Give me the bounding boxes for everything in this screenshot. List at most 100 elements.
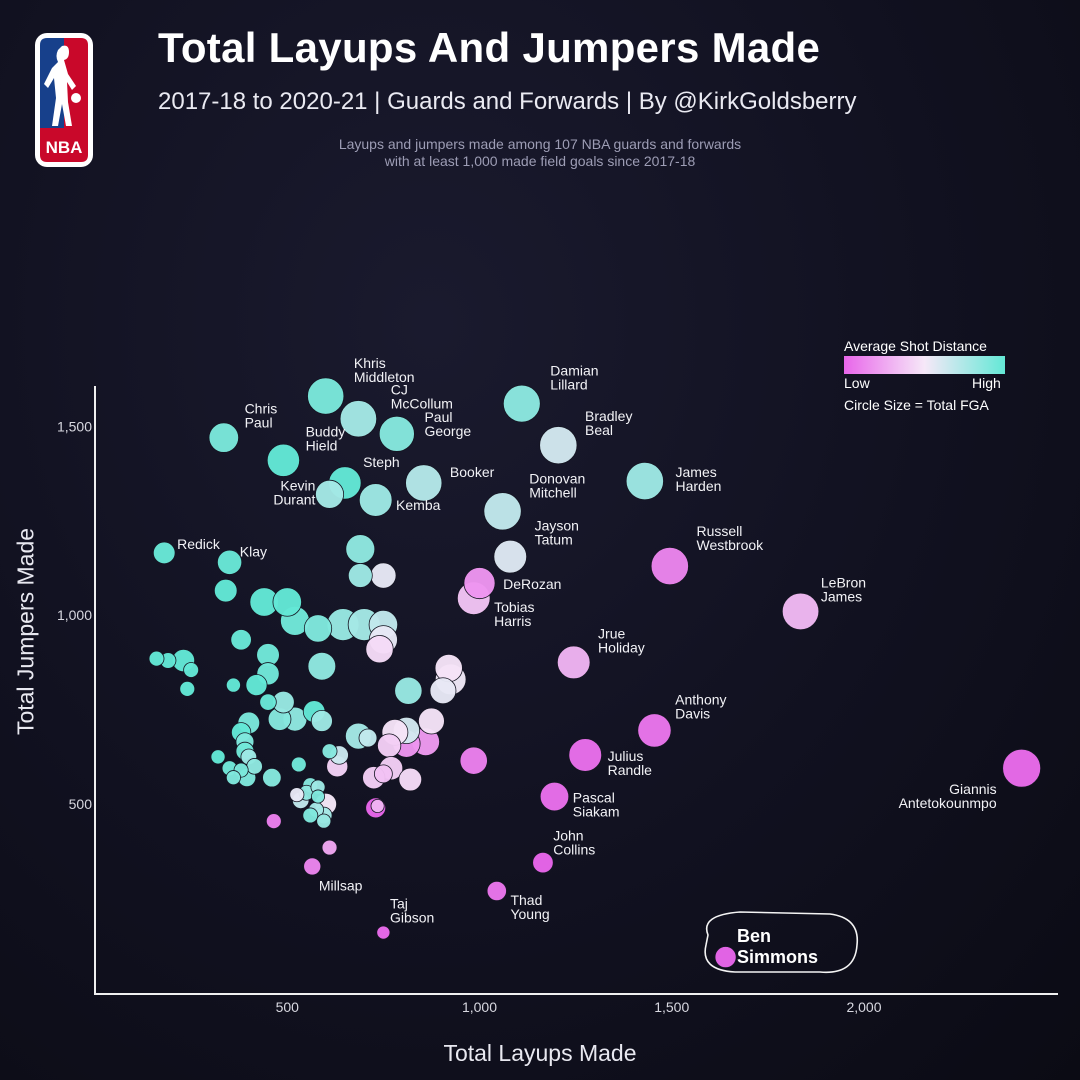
- player-point-donovan-mitchell: [483, 492, 522, 531]
- point-label: LeBron: [821, 574, 866, 590]
- player-point: [321, 839, 338, 856]
- player-point-buddy-hield: [266, 443, 301, 477]
- player-point: [394, 676, 423, 705]
- player-point: [213, 578, 238, 603]
- point-label: Thad: [510, 892, 542, 908]
- player-point-jrue-holiday: [556, 645, 591, 680]
- point-label: Lillard: [550, 377, 587, 393]
- player-point-paul-george: [378, 415, 415, 452]
- point-label: Simmons: [737, 947, 818, 967]
- point-label: James: [821, 588, 862, 604]
- point-label: Paul: [245, 415, 273, 431]
- point-label: Jrue: [598, 625, 625, 641]
- player-point: [370, 562, 397, 589]
- player-point-derozan: [463, 567, 496, 600]
- point-label: DeRozan: [503, 576, 561, 592]
- point-label: Middleton: [354, 369, 415, 385]
- player-point: [210, 749, 226, 765]
- point-label: Booker: [450, 464, 495, 480]
- player-point-klay: [216, 549, 243, 575]
- player-point: [259, 693, 277, 711]
- point-label: Westbrook: [696, 537, 764, 553]
- player-point: [183, 662, 200, 678]
- player-point: [429, 677, 457, 705]
- player-point: [262, 767, 282, 788]
- player-point: [398, 767, 423, 792]
- point-label: Russell: [696, 523, 742, 539]
- player-point: [265, 813, 282, 830]
- player-point-thad-young: [486, 880, 507, 902]
- point-label: Klay: [240, 543, 267, 559]
- x-tick-label: 1,000: [462, 999, 497, 1015]
- player-point: [365, 635, 394, 664]
- player-point-james-harden: [625, 461, 664, 501]
- chart-title: Total Layups And Jumpers Made: [158, 24, 821, 71]
- point-label: Mitchell: [529, 484, 576, 500]
- player-point-pascal-siakam: [539, 781, 570, 812]
- point-label: Randle: [608, 762, 653, 778]
- point-label: Hield: [306, 437, 338, 453]
- player-point: [245, 674, 268, 697]
- player-point: [290, 756, 307, 773]
- player-point-john-collins: [532, 851, 554, 874]
- x-tick-label: 2,000: [846, 999, 881, 1015]
- point-label: Collins: [553, 842, 595, 858]
- point-label: Gibson: [390, 910, 434, 926]
- data-points: [148, 377, 1042, 969]
- point-label: Damian: [550, 363, 598, 379]
- player-point: [307, 651, 337, 681]
- player-point: [459, 746, 488, 775]
- point-label: Antetokounmpo: [899, 795, 997, 811]
- player-point: [179, 680, 196, 697]
- point-label: Ben: [737, 926, 771, 946]
- x-axis-label: Total Layups Made: [443, 1040, 637, 1066]
- x-tick-label: 1,500: [654, 999, 689, 1015]
- player-point-taj-gibson: [376, 925, 391, 940]
- player-point: [230, 629, 252, 651]
- description-line: with at least 1,000 made field goals sin…: [384, 153, 696, 169]
- point-label: Harden: [676, 478, 722, 494]
- point-label: Pascal: [573, 790, 615, 806]
- player-point: [434, 653, 463, 683]
- player-point-ben-simmons: [714, 946, 737, 969]
- y-tick-label: 1,000: [57, 607, 92, 623]
- point-label: Chris: [245, 401, 278, 417]
- legend-size-note: Circle Size = Total FGA: [844, 397, 989, 413]
- player-point: [321, 743, 338, 760]
- legend-color-scale: [844, 356, 1005, 374]
- player-point: [225, 770, 241, 786]
- player-point: [377, 733, 402, 758]
- point-label: Millsap: [319, 877, 363, 893]
- player-point: [311, 789, 326, 804]
- point-label: Buddy: [306, 423, 346, 439]
- player-point-jayson-tatum: [493, 539, 528, 574]
- point-label: Donovan: [529, 470, 585, 486]
- y-tick-label: 1,500: [57, 418, 92, 434]
- point-label: George: [424, 423, 471, 439]
- description-line: Layups and jumpers made among 107 NBA gu…: [338, 136, 742, 152]
- point-label: Harris: [494, 613, 531, 629]
- legend-title: Average Shot Distance: [844, 338, 987, 354]
- point-label: CJ: [391, 382, 408, 398]
- point-labels: KhrisMiddletonCJMcCollumPaulGeorgeChrisP…: [177, 355, 997, 974]
- player-point-khris-middleton: [307, 377, 345, 415]
- point-label: Redick: [177, 536, 221, 552]
- point-label: Young: [510, 906, 549, 922]
- point-label: Kemba: [396, 497, 441, 513]
- point-label: Durant: [273, 491, 315, 507]
- player-point-redick: [152, 541, 176, 565]
- player-point: [345, 534, 376, 564]
- player-point: [272, 587, 302, 617]
- player-point-bradley-beal: [539, 426, 578, 465]
- chart-description: Layups and jumpers made among 107 NBA gu…: [240, 136, 840, 170]
- point-label: Anthony: [675, 691, 726, 707]
- x-tick-label: 500: [276, 999, 300, 1015]
- point-label: Kevin: [280, 477, 315, 493]
- y-tick-label: 500: [69, 796, 93, 812]
- point-label: James: [676, 464, 717, 480]
- player-point: [225, 677, 241, 693]
- player-point: [373, 764, 393, 784]
- player-point: [148, 650, 165, 667]
- point-label: Jayson: [535, 518, 579, 534]
